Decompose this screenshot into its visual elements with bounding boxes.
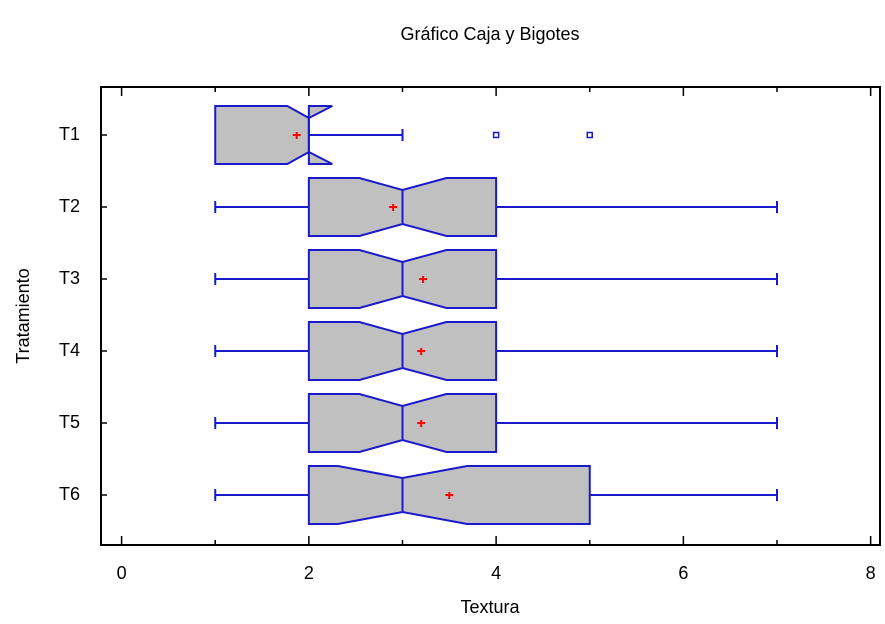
mean-marker [445, 492, 454, 499]
box [214, 105, 333, 165]
x-tick-label: 4 [491, 563, 501, 583]
y-tick-label: T5 [59, 412, 80, 432]
x-tick-label: 2 [304, 563, 314, 583]
x-tick-label: 6 [678, 563, 688, 583]
y-tick-label: T3 [59, 268, 80, 288]
mean-marker [417, 348, 426, 355]
mean-marker [292, 132, 301, 139]
mean-marker [419, 276, 428, 283]
mean-marker [389, 204, 398, 211]
outlier [586, 131, 593, 139]
plot-frame [100, 86, 881, 546]
x-axis-label: Textura [460, 597, 520, 617]
y-tick-label: T2 [59, 196, 80, 216]
x-tick-label: 8 [866, 563, 876, 583]
mean-marker [417, 420, 426, 427]
y-axis-label: Tratamiento [13, 268, 33, 363]
x-tick-label: 0 [117, 563, 127, 583]
y-tick-label: T1 [59, 124, 80, 144]
outlier [492, 131, 500, 139]
y-tick-label: T6 [59, 484, 80, 504]
y-tick-label: T4 [59, 340, 80, 360]
chart-title: Gráfico Caja y Bigotes [400, 24, 579, 44]
